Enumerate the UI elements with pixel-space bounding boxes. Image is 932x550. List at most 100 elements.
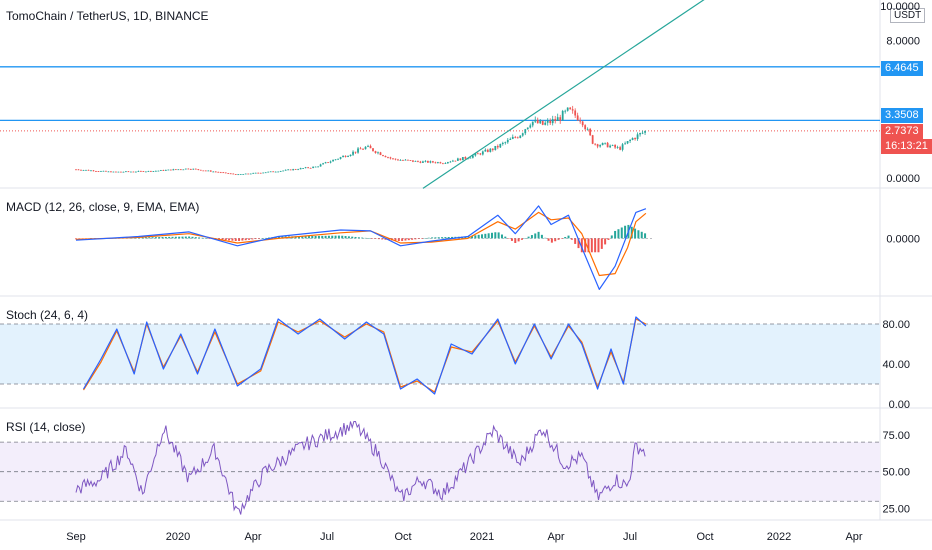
price-candle-119 [372,148,374,152]
macd-histogram-bar-128 [500,234,503,239]
time-tick-label-2: Apr [244,531,261,543]
price-candle-217 [616,147,619,148]
price-candle-37 [167,169,170,171]
price-candle-49 [197,169,200,170]
price-candle-100 [324,162,327,164]
price-candle-89 [297,169,300,171]
price-candle-110 [349,154,352,157]
price-candle-73 [257,172,260,174]
price-candle-121 [377,152,379,154]
macd-histogram-bar-102 [414,238,417,240]
price-candle-204 [584,125,587,130]
price-candle-129 [397,159,399,161]
macd-histogram-bar-123 [484,233,487,239]
price-candle-101 [327,162,329,164]
price-candle-168 [494,145,497,151]
price-candle-131 [402,160,404,161]
upper-line-price-tag: 6.4645 [881,61,923,76]
macd-histogram-bar-149 [570,238,573,240]
price-tick-label-2: 10.0000 [880,1,920,13]
macd-histogram-bar-142 [547,238,550,241]
macd-histogram-bar-160 [607,238,610,240]
macd-histogram-bar-139 [537,231,540,239]
price-candle-179 [521,133,524,136]
price-candle-63 [232,173,235,175]
price-candle-43 [182,169,185,171]
price-candle-200 [574,110,577,116]
price-candle-178 [519,135,522,138]
macd-histogram-bar-111 [444,237,447,239]
price-candle-196 [564,110,567,112]
macd-pane-title: MACD (12, 26, close, 9, EMA, EMA) [6,200,200,214]
price-candle-62 [229,173,232,175]
price-candle-76 [264,172,267,174]
price-candle-99 [322,163,324,165]
price-candle-164 [484,149,487,152]
price-candle-158 [469,157,472,159]
time-tick-label-1: 2020 [166,531,190,543]
price-candle-216 [614,144,617,148]
macd-histogram-bar-96 [394,238,397,241]
macd-histogram-bar-25 [158,237,161,239]
price-candle-220 [624,143,626,145]
price-candle-175 [511,136,514,139]
price-candle-24 [135,171,137,173]
macd-histogram-bar-94 [387,238,390,241]
macd-histogram-bar-126 [494,232,497,239]
macd-histogram-bar-61 [278,236,280,239]
macd-histogram-bar-163 [617,229,620,239]
price-candle-135 [412,160,414,162]
macd-histogram-bar-101 [411,238,414,240]
macd-histogram-bar-37 [198,237,201,239]
price-candle-102 [329,161,332,163]
price-candle-20 [125,171,127,173]
price-candle-207 [591,135,594,144]
macd-histogram-bar-68 [301,236,304,239]
price-candle-120 [374,151,377,153]
price-candle-190 [549,120,552,124]
macd-histogram-bar-80 [341,235,344,239]
price-candle-107 [342,155,344,158]
price-candle-133 [407,159,409,161]
price-candle-166 [489,148,492,152]
price-candle-35 [162,170,165,171]
price-candle-90 [299,168,302,170]
rsi-tick-label-1: 50.00 [882,467,910,479]
price-candle-141 [427,160,429,163]
price-candle-137 [417,160,419,162]
price-candle-209 [596,144,599,147]
price-candle-69 [247,173,250,175]
macd-histogram-bar-169 [637,230,640,239]
macd-histogram-bar-20 [141,237,144,239]
price-candle-213 [606,142,609,148]
price-candle-46 [189,169,192,170]
macd-histogram-bar-145 [557,238,560,240]
price-candle-83 [282,170,285,172]
price-candle-118 [369,145,372,149]
macd-histogram-bar-71 [311,236,314,239]
price-candle-187 [541,120,544,125]
currency-badge[interactable]: USDT [890,8,926,23]
macd-histogram-bar-140 [540,234,543,239]
macd-histogram-bar-144 [554,238,557,242]
stoch-pane-title: Stoch (24, 6, 4) [6,308,89,322]
macd-histogram-bar-85 [357,237,360,239]
price-candle-181 [526,127,529,130]
macd-histogram-bar-83 [351,236,354,239]
price-candle-103 [332,159,334,162]
macd-histogram-bar-138 [534,233,537,239]
price-tick-label-1: 8.0000 [886,35,920,47]
price-candle-218 [619,147,622,150]
price-candle-3 [82,170,85,171]
price-candle-42 [179,169,182,171]
macd-histogram-bar-157 [597,238,600,253]
price-candle-25 [137,170,140,172]
price-candle-44 [184,168,187,170]
price-candle-32 [154,170,157,172]
price-candle-157 [466,158,469,160]
price-candle-88 [294,169,297,170]
price-candle-78 [269,171,272,173]
price-candle-134 [409,160,412,161]
price-candle-223 [631,138,634,140]
